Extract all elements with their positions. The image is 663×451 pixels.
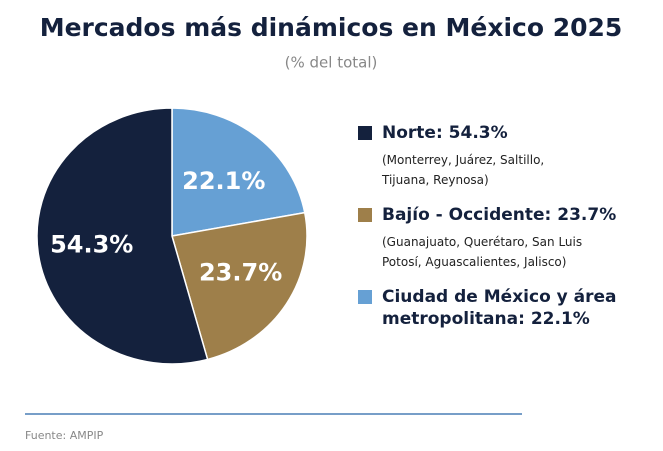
legend-label: Norte: 54.3% (382, 123, 508, 143)
pie-slice (36, 107, 209, 365)
legend-item: Ciudad de México y área metropolitana: 2… (358, 286, 648, 330)
pie-slice (171, 211, 308, 361)
legend-swatch (358, 126, 372, 140)
pie-slice (171, 107, 306, 237)
legend-detail: (Monterrey, Juárez, Saltillo, Tijuana, Re… (382, 150, 648, 190)
chart-subtitle: (% del total) (285, 54, 378, 72)
detail-line: Potosí, Aguascalientes, Jalisco) (382, 255, 567, 269)
slice-label: 23.7% (199, 258, 282, 286)
legend-item: Norte: 54.3% (Monterrey, Juárez, Saltillo… (358, 122, 648, 190)
slice-label: 54.3% (50, 230, 133, 258)
detail-line: (Guanajuato, Querétaro, San Luis (382, 235, 583, 249)
legend-label: Bajío - Occidente: 23.7% (382, 205, 617, 225)
legend-swatch (358, 208, 372, 222)
source: Fuente: AMPIP (25, 429, 104, 442)
legend-head: Ciudad de México y área metropolitana: 2… (358, 286, 648, 330)
legend-detail: (Guanajuato, Querétaro, San Luis Potosí, … (382, 232, 648, 272)
chart-title: Mercados más dinámicos en México 2025 (40, 13, 623, 42)
detail-line: Tijuana, Reynosa) (382, 173, 489, 187)
legend-item: Bajío - Occidente: 23.7% (Guanajuato, Que… (358, 204, 648, 272)
slice-label: 22.1% (182, 167, 265, 195)
legend-swatch (358, 290, 372, 304)
legend: Norte: 54.3% (Monterrey, Juárez, Saltillo… (358, 122, 648, 344)
legend-head: Bajío - Occidente: 23.7% (358, 204, 648, 226)
legend-label: Ciudad de México y área metropolitana: 2… (382, 287, 617, 329)
detail-line: (Monterrey, Juárez, Saltillo, (382, 153, 545, 167)
legend-head: Norte: 54.3% (358, 122, 648, 144)
